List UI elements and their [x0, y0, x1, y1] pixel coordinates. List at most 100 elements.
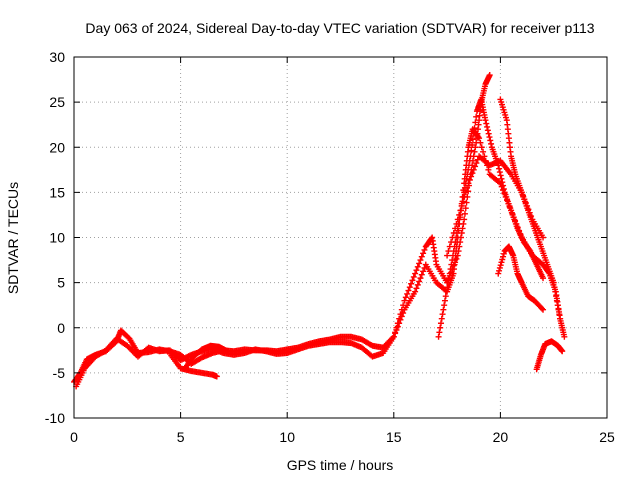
x-tick-label: 15: [386, 429, 402, 445]
series-sat-h: [533, 338, 566, 373]
data-point: [405, 287, 412, 294]
data-point: [540, 275, 547, 282]
data-point: [440, 306, 447, 313]
data-point: [475, 134, 482, 141]
data-point: [409, 277, 416, 284]
data-point: [487, 137, 494, 144]
data-point: [500, 182, 507, 189]
data-point: [495, 270, 502, 277]
data-point: [213, 373, 220, 380]
data-point: [518, 189, 525, 196]
data-point: [472, 163, 479, 170]
data-point: [413, 267, 420, 274]
data-point: [473, 113, 480, 120]
data-point: [465, 180, 472, 187]
data-point: [540, 306, 547, 313]
data-point: [520, 192, 527, 199]
data-point: [486, 72, 493, 79]
y-tick-label: 30: [49, 49, 65, 65]
data-point: [458, 202, 465, 209]
data-point: [417, 275, 424, 282]
data-point: [413, 285, 420, 292]
data-point: [468, 173, 475, 180]
data-point: [500, 250, 507, 257]
data-point: [463, 175, 470, 182]
data-layer: [71, 72, 568, 390]
data-point: [461, 193, 468, 200]
data-point: [480, 148, 487, 155]
series-sat-g: [495, 243, 547, 313]
data-point: [420, 250, 427, 257]
data-point: [484, 123, 491, 130]
data-point: [441, 302, 448, 309]
data-point: [460, 198, 467, 205]
data-point: [467, 153, 474, 160]
data-point: [464, 171, 471, 178]
data-point: [441, 297, 448, 304]
x-tick-label: 10: [279, 429, 295, 445]
data-point: [464, 184, 471, 191]
y-tick-label: 15: [49, 184, 65, 200]
data-point: [471, 148, 478, 155]
data-point: [448, 261, 455, 268]
data-point: [418, 271, 425, 278]
data-point: [469, 141, 476, 148]
data-point: [394, 323, 401, 330]
data-point: [553, 293, 560, 300]
data-point: [486, 134, 493, 141]
data-point: [554, 302, 561, 309]
data-point: [482, 117, 489, 124]
data-point: [496, 165, 503, 172]
data-point: [538, 305, 545, 312]
data-point: [448, 239, 455, 246]
data-point: [444, 252, 451, 259]
y-tick-label: -10: [45, 410, 65, 426]
x-tick-label: 0: [70, 429, 78, 445]
x-tick-label: 20: [493, 429, 509, 445]
data-point: [496, 267, 503, 274]
data-point: [559, 348, 566, 355]
data-point: [438, 315, 445, 322]
data-point: [471, 125, 478, 132]
data-point: [445, 275, 452, 282]
data-point: [462, 189, 469, 196]
data-point: [416, 260, 423, 267]
data-point: [457, 207, 464, 214]
data-point: [496, 169, 503, 176]
data-point: [420, 268, 427, 275]
data-point: [477, 139, 484, 146]
data-point: [469, 136, 476, 143]
data-point: [478, 144, 485, 151]
data-point: [445, 248, 452, 255]
data-point: [468, 147, 475, 154]
data-point: [555, 306, 562, 313]
data-point: [497, 172, 504, 179]
series-sat-i: [444, 153, 547, 259]
x-axis-label: GPS time / hours: [287, 457, 394, 473]
data-point: [404, 290, 411, 297]
data-point: [400, 310, 407, 317]
data-point: [452, 225, 459, 232]
series-sat-c: [166, 350, 220, 380]
data-point: [398, 313, 405, 320]
data-point: [476, 135, 483, 142]
data-point: [444, 284, 451, 291]
grid: [74, 57, 607, 418]
data-point: [469, 170, 476, 177]
data-point: [224, 348, 231, 355]
data-point: [396, 320, 403, 327]
data-point: [500, 185, 507, 192]
data-point: [484, 127, 491, 134]
data-point: [412, 270, 419, 277]
data-point: [418, 253, 425, 260]
data-point: [445, 279, 452, 286]
data-point: [540, 234, 547, 241]
data-point: [436, 329, 443, 336]
data-point: [496, 264, 503, 271]
data-point: [461, 210, 468, 217]
data-point: [499, 179, 506, 186]
data-point: [442, 293, 449, 300]
data-point: [551, 284, 558, 291]
data-point: [552, 288, 559, 295]
